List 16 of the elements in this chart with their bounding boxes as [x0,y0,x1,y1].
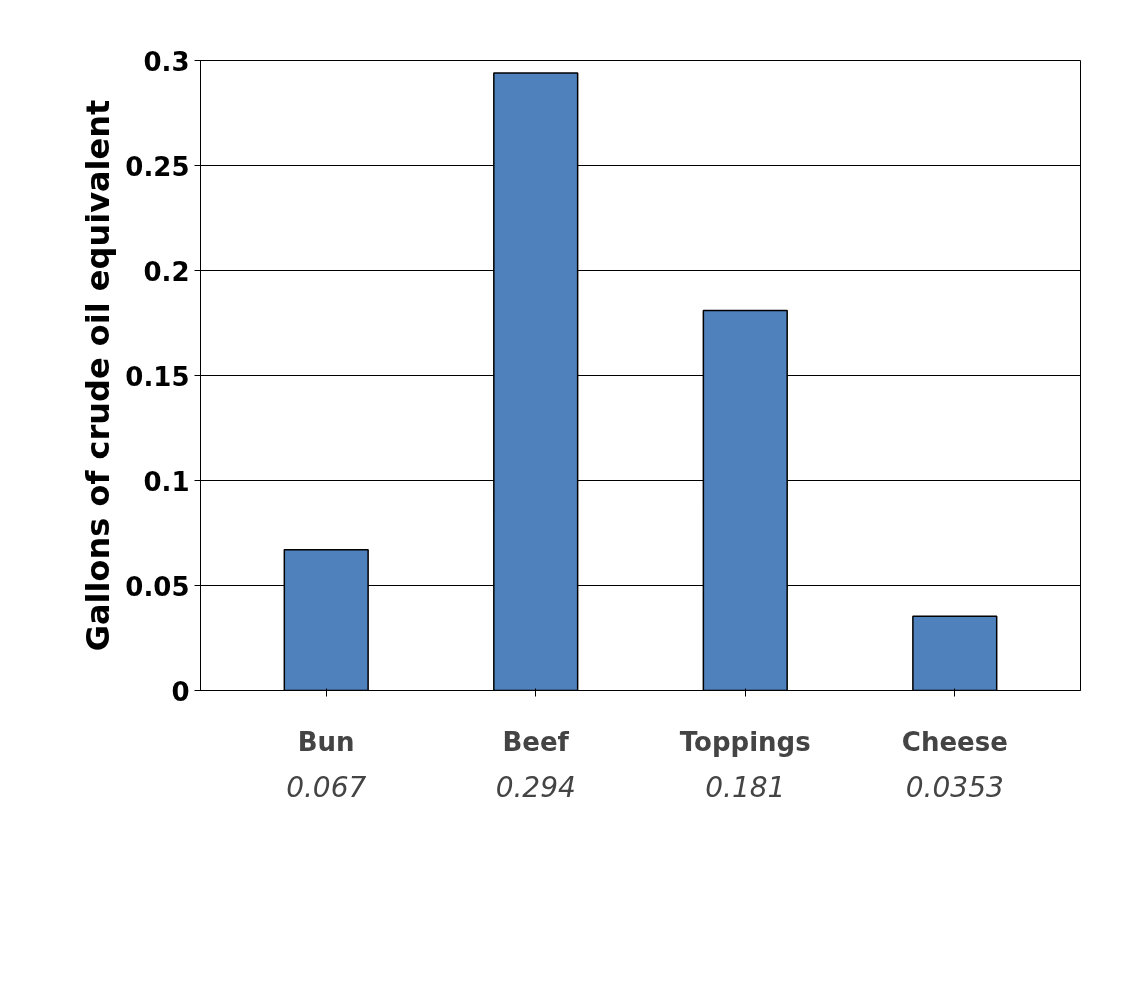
x-tick-label: Beef [502,726,570,757]
y-axis-title: Gallons of crude oil equivalent [79,99,118,652]
x-tick-label: Cheese [901,726,1008,757]
y-tick-label: 0.2 [143,256,190,287]
data-label: 0.067 [286,770,367,804]
y-tick-label: 0.25 [125,151,190,182]
data-label: 0.181 [705,770,786,804]
y-tick-label: 0.3 [143,46,190,77]
y-tick-label: 0.1 [143,466,190,497]
y-tick-label: 0 [171,676,190,707]
y-tick-label: 0.15 [125,361,190,392]
x-tick-label: Bun [297,726,355,757]
y-tick-label: 0.05 [125,571,190,602]
x-tick-label: Toppings [679,726,811,757]
data-label: 0.0353 [905,770,1004,804]
data-label: 0.294 [495,770,576,804]
